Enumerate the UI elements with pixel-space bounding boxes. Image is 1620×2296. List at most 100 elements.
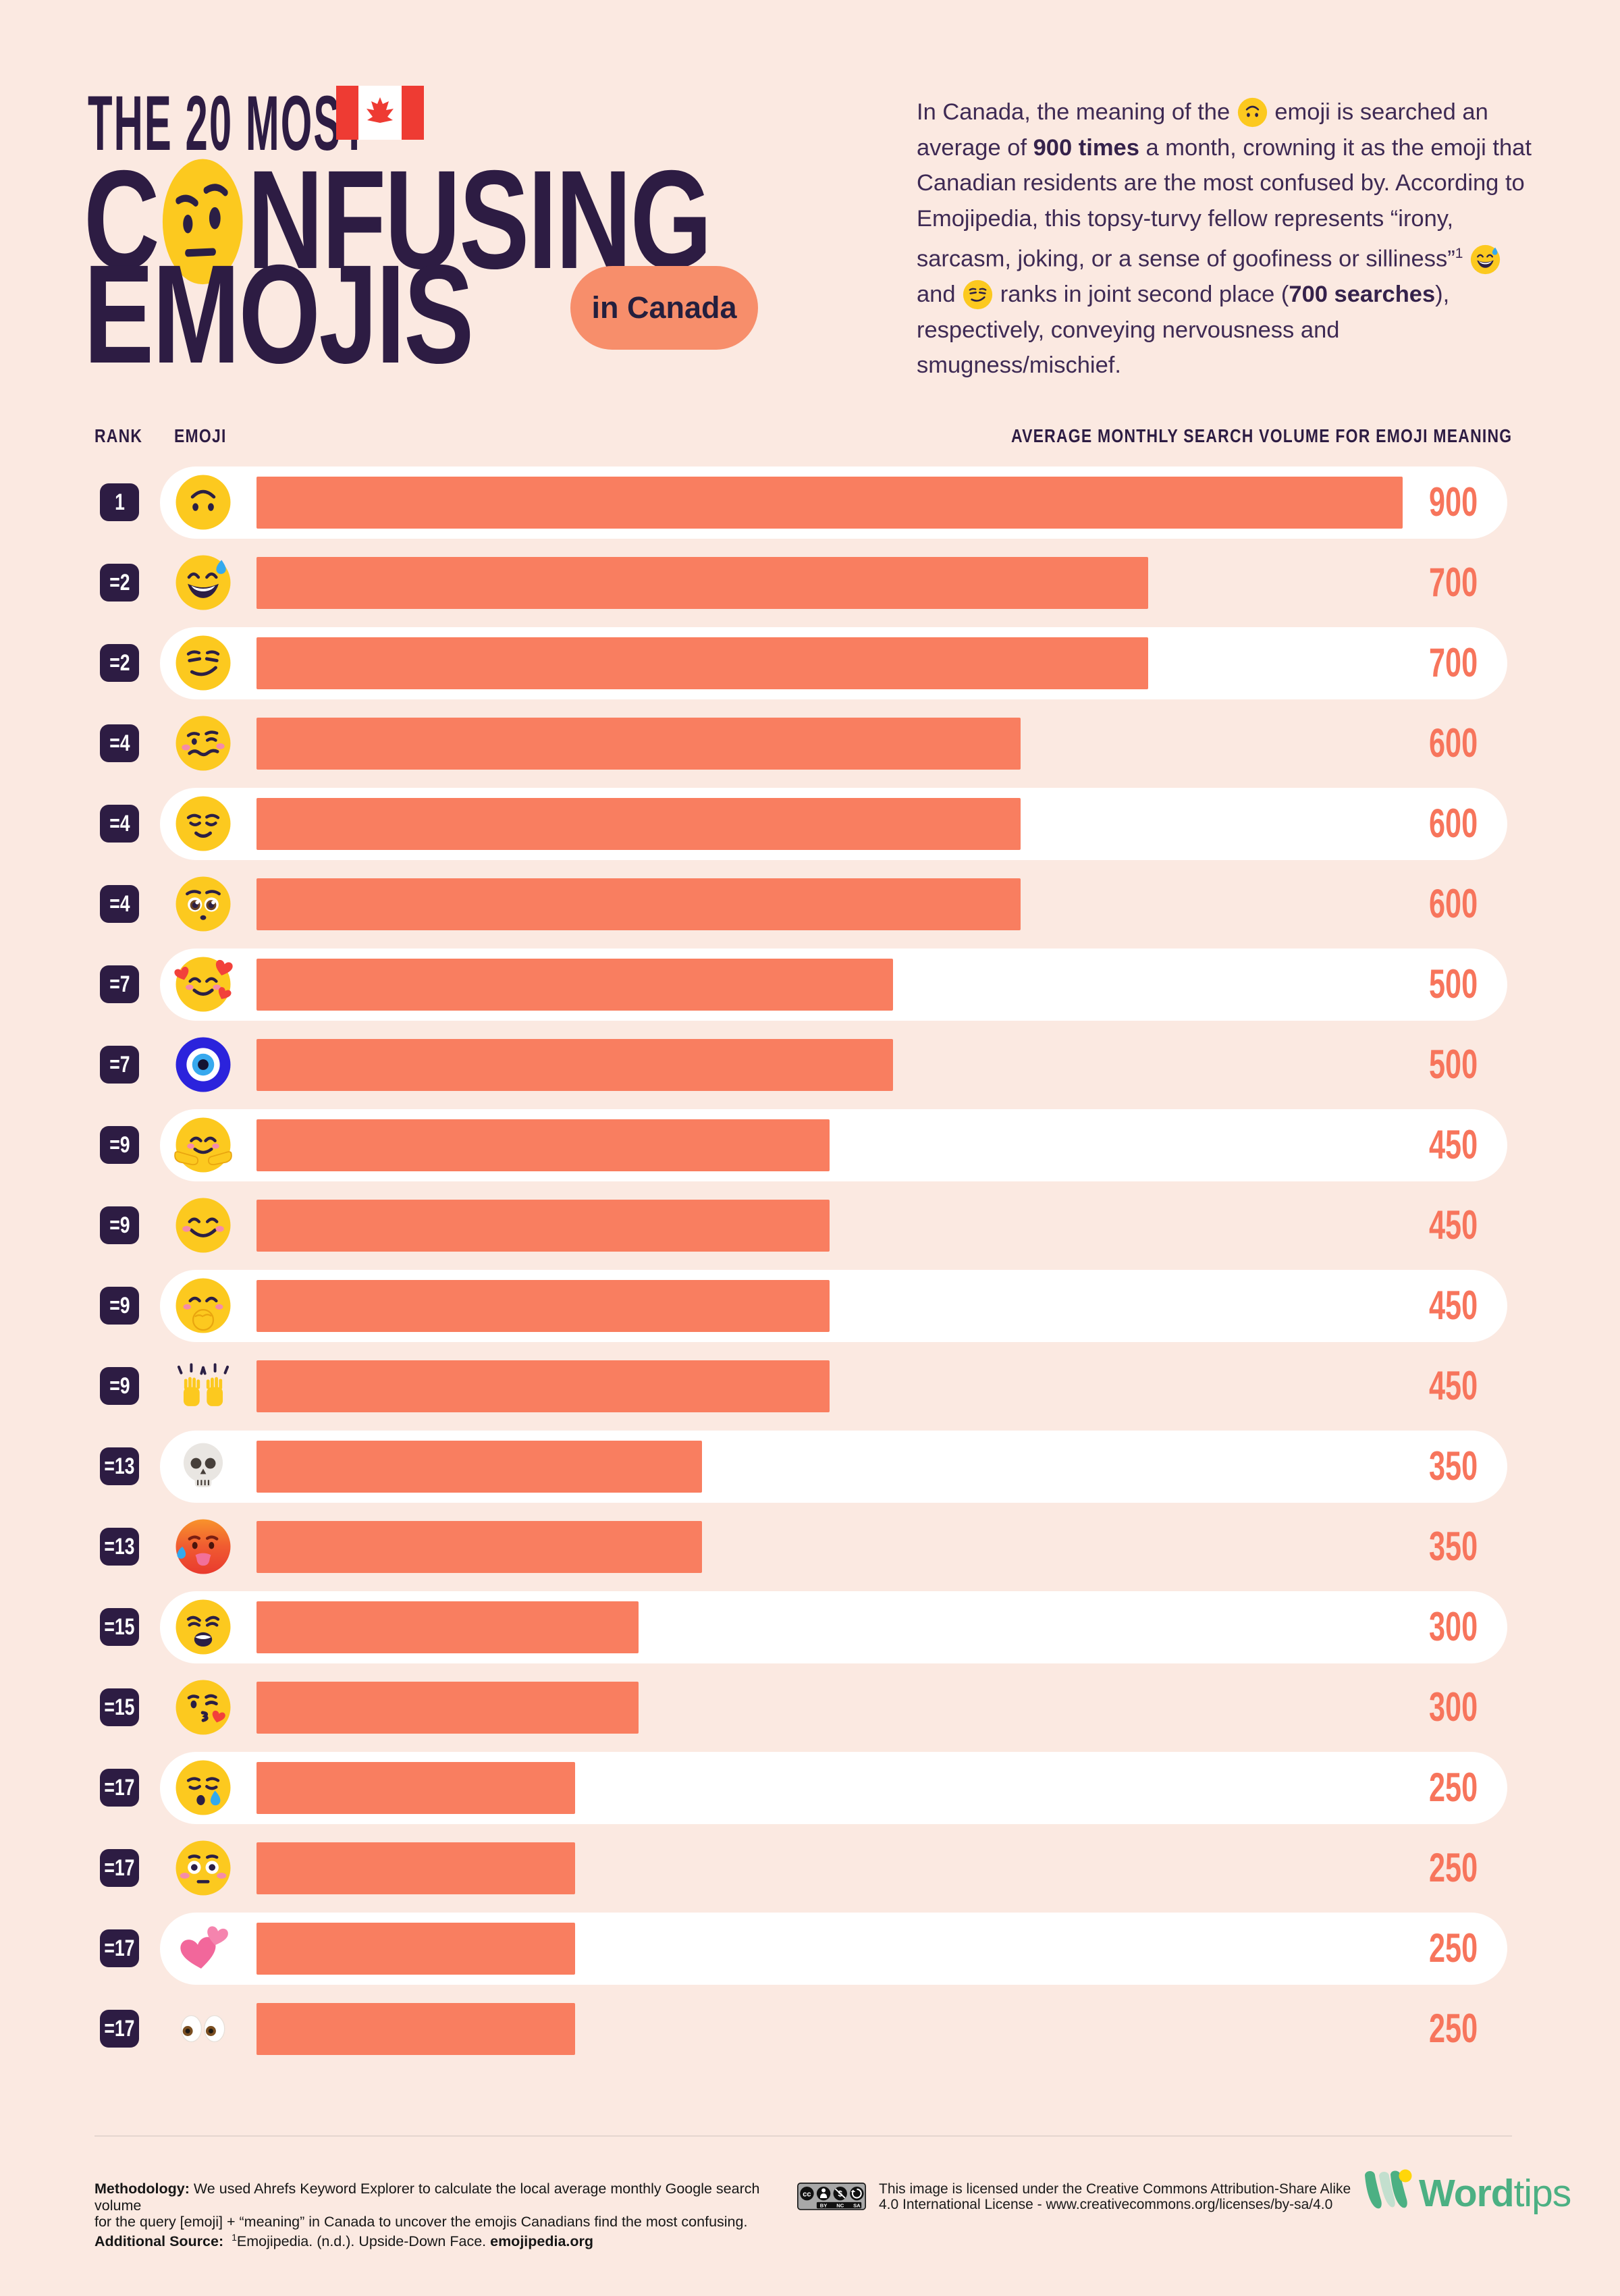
search-volume-bar xyxy=(256,878,1021,930)
column-header-emoji: EMOJI xyxy=(174,425,227,446)
chart-row: =4 600 xyxy=(94,864,1512,944)
rank-badge: =9 xyxy=(100,1126,139,1164)
footer-divider xyxy=(94,2135,1512,2137)
search-volume-value: 250 xyxy=(1428,2006,1478,2051)
search-volume-value: 450 xyxy=(1428,1283,1478,1328)
hugging-face-icon xyxy=(173,1115,233,1175)
search-volume-value: 300 xyxy=(1428,1604,1478,1649)
column-header-volume: AVERAGE MONTHLY SEARCH VOLUME FOR EMOJI … xyxy=(1010,425,1512,446)
rank-badge: =4 xyxy=(100,724,139,762)
chart-row: =2 700 xyxy=(94,623,1512,703)
title-emojis: EMOJIS xyxy=(84,236,474,393)
chart-row: 1 900 xyxy=(94,462,1512,543)
weary-face-icon xyxy=(173,1597,233,1657)
search-volume-bar xyxy=(256,959,893,1011)
pleading-face-icon xyxy=(173,874,233,934)
chart-row: =4 600 xyxy=(94,784,1512,864)
chart-row: =17 250 xyxy=(94,1748,1512,1828)
chart-row: =17 250 xyxy=(94,1908,1512,1989)
intro-text: In Canada, the meaning of the emoji is s… xyxy=(917,95,1534,383)
search-volume-bar xyxy=(256,1923,575,1975)
rank-badge: =9 xyxy=(100,1287,139,1325)
search-volume-bar xyxy=(256,1039,893,1091)
search-volume-bar xyxy=(256,718,1021,770)
wordtips-logo: Wordtips xyxy=(1361,2167,1571,2220)
upside-down-face-icon xyxy=(173,473,233,532)
rank-badge: =7 xyxy=(100,1046,139,1084)
smiling-face-with-smiling-eyes-icon xyxy=(173,1196,233,1255)
rank-badge: 1 xyxy=(100,483,139,521)
rank-badge: =17 xyxy=(100,2010,139,2048)
rank-badge: =2 xyxy=(100,644,139,682)
search-volume-value: 500 xyxy=(1428,961,1478,1007)
svg-text:NC: NC xyxy=(836,2203,844,2209)
search-volume-value: 700 xyxy=(1428,560,1478,605)
raising-hands-icon xyxy=(173,1356,233,1416)
search-volume-value: 700 xyxy=(1428,640,1478,685)
search-volume-bar xyxy=(256,477,1403,529)
wordtips-logo-text: Wordtips xyxy=(1419,2172,1571,2215)
search-volume-value: 350 xyxy=(1428,1443,1478,1489)
search-volume-value: 350 xyxy=(1428,1524,1478,1569)
canada-flag-icon xyxy=(336,84,424,149)
chart-row: =2 700 xyxy=(94,543,1512,623)
eyes-icon xyxy=(173,1999,233,2058)
search-volume-value: 500 xyxy=(1428,1042,1478,1087)
creative-commons-by-nc-sa-icon: cc $ BY NC SA xyxy=(797,2183,866,2211)
face-with-hand-over-mouth-icon xyxy=(173,1276,233,1335)
rank-badge: =17 xyxy=(100,1849,139,1887)
additional-source-label: Additional Source: xyxy=(94,2233,224,2250)
rank-badge: =4 xyxy=(100,805,139,843)
license-text: This image is licensed under the Creativ… xyxy=(879,2181,1351,2212)
two-hearts-icon xyxy=(173,1919,233,1978)
chart-row: =9 450 xyxy=(94,1266,1512,1346)
rank-badge: =17 xyxy=(100,1929,139,1967)
intro-bold-text: 700 searches xyxy=(1289,282,1436,307)
search-volume-bar xyxy=(256,557,1148,609)
column-header-rank: RANK xyxy=(94,425,143,446)
chart-row: =7 500 xyxy=(94,944,1512,1025)
location-badge-label: in Canada xyxy=(591,290,737,325)
wordtips-logo-icon xyxy=(1365,2169,1412,2209)
title-confusing-left: C xyxy=(84,142,160,298)
search-volume-bar xyxy=(256,1200,830,1252)
search-volume-value: 300 xyxy=(1428,1684,1478,1730)
search-volume-value: 450 xyxy=(1428,1202,1478,1248)
search-volume-bar xyxy=(256,1682,639,1734)
raised-eyebrow-face-icon xyxy=(159,157,246,285)
svg-text:cc: cc xyxy=(803,2190,811,2198)
search-volume-value: 900 xyxy=(1428,479,1478,525)
search-volume-bar xyxy=(256,2003,575,2055)
intro-bold-text: 900 times xyxy=(1033,134,1139,161)
relieved-face-icon xyxy=(173,794,233,853)
face-blowing-a-kiss-icon xyxy=(173,1678,233,1737)
search-volume-value: 250 xyxy=(1428,1925,1478,1971)
methodology-note: Methodology: We used Ahrefs Keyword Expl… xyxy=(94,2181,760,2230)
methodology-label: Methodology: xyxy=(94,2181,190,2197)
location-badge: in Canada xyxy=(570,266,758,350)
search-volume-bar xyxy=(256,1842,575,1894)
rank-badge: =17 xyxy=(100,1769,139,1807)
chart-row: =15 300 xyxy=(94,1667,1512,1748)
search-volume-value: 600 xyxy=(1428,881,1478,926)
search-volume-value: 250 xyxy=(1428,1845,1478,1890)
skull-icon xyxy=(173,1437,233,1496)
rank-badge: =13 xyxy=(100,1447,139,1485)
chart-row: =9 450 xyxy=(94,1346,1512,1426)
search-volume-bar xyxy=(256,1601,639,1653)
search-volume-bar xyxy=(256,1762,575,1814)
chart-row: =9 450 xyxy=(94,1105,1512,1185)
search-volume-bar xyxy=(256,637,1148,689)
search-volume-value: 250 xyxy=(1428,1765,1478,1810)
grinning-face-with-sweat-icon xyxy=(173,553,233,612)
rank-badge: =4 xyxy=(100,885,139,923)
chart-rows: 1 900 =2 700 =2 700 =4 600 =4 600 =4 600 =7 500 =7 500 =… xyxy=(94,462,1512,2069)
rank-badge: =15 xyxy=(100,1688,139,1726)
search-volume-value: 450 xyxy=(1428,1122,1478,1167)
chart-row: =7 500 xyxy=(94,1025,1512,1105)
flushed-face-icon xyxy=(173,1838,233,1898)
svg-text:BY: BY xyxy=(820,2203,828,2209)
search-volume-bar xyxy=(256,1280,830,1332)
smiling-face-with-hearts-icon xyxy=(173,955,233,1014)
